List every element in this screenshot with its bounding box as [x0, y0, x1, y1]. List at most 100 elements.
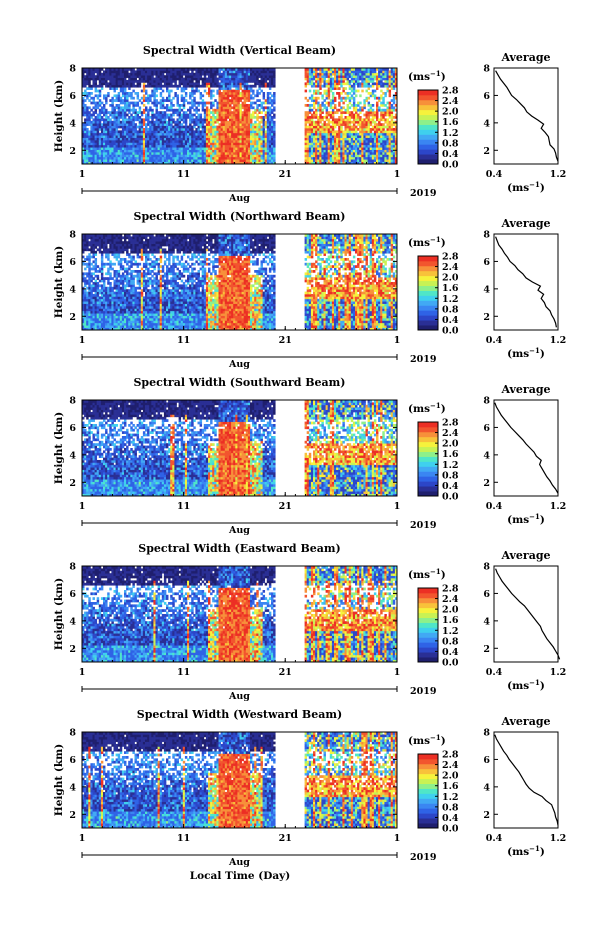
heatmap-cell — [160, 85, 162, 88]
heatmap-cell — [185, 159, 187, 162]
heatmap-cell — [244, 133, 246, 136]
heatmap-cell — [185, 82, 187, 85]
heatmap-cell — [267, 152, 269, 155]
heatmap-cell — [130, 116, 132, 119]
heatmap-cell — [143, 70, 145, 73]
heatmap-cell — [181, 126, 183, 129]
heatmap-cell — [336, 142, 338, 145]
heatmap-cell — [143, 109, 145, 112]
heatmap-cell — [219, 73, 221, 76]
heatmap-cell — [214, 73, 216, 76]
heatmap-cell — [105, 85, 107, 88]
heatmap-cell — [195, 133, 197, 136]
heatmap-cell — [244, 135, 246, 138]
heatmap-cell — [160, 145, 162, 148]
heatmap-cell — [332, 70, 334, 73]
heatmap-cell — [109, 140, 111, 143]
heatmap-cell — [221, 157, 223, 160]
heatmap-cell — [252, 157, 254, 160]
heatmap-cell — [99, 128, 101, 131]
heatmap-cell — [120, 80, 122, 83]
heatmap-cell — [307, 157, 309, 160]
heatmap-cell — [240, 159, 242, 162]
heatmap-cell — [189, 133, 191, 136]
heatmap-cell — [90, 147, 92, 150]
heatmap-cell — [216, 111, 218, 114]
heatmap-cell — [206, 118, 208, 121]
heatmap-cell — [256, 118, 258, 121]
heatmap-cell — [99, 80, 101, 83]
heatmap-cell — [231, 78, 233, 81]
heatmap-cell — [103, 118, 105, 121]
heatmap-cell — [246, 130, 248, 133]
heatmap-cell — [332, 73, 334, 76]
heatmap-cell — [240, 145, 242, 148]
heatmap-cell — [168, 75, 170, 78]
heatmap-cell — [105, 82, 107, 85]
heatmap-cell — [168, 152, 170, 155]
heatmap-cell — [114, 126, 116, 129]
heatmap-cell — [212, 154, 214, 157]
heatmap-cell — [254, 82, 256, 85]
heatmap-cell — [185, 142, 187, 145]
heatmap-cell — [118, 73, 120, 76]
heatmap-cell — [231, 90, 233, 93]
heatmap-cell — [114, 80, 116, 83]
heatmap-cell — [307, 150, 309, 153]
heatmap-cell — [93, 157, 95, 160]
heatmap-cell — [183, 114, 185, 117]
heatmap-cell — [124, 116, 126, 119]
heatmap-cell — [179, 109, 181, 112]
heatmap-cell — [187, 78, 189, 81]
heatmap-cell — [271, 138, 273, 141]
heatmap-cell — [114, 114, 116, 117]
heatmap-cell — [237, 99, 239, 102]
heatmap-cell — [187, 133, 189, 136]
heatmap-cell — [151, 75, 153, 78]
heatmap-cell — [162, 114, 164, 117]
heatmap-cell — [162, 138, 164, 141]
heatmap-cell — [109, 133, 111, 136]
heatmap-cell — [258, 152, 260, 155]
heatmap-cell — [240, 142, 242, 145]
heatmap-cell — [263, 121, 265, 124]
heatmap-cell — [160, 87, 162, 90]
heatmap-cell — [269, 87, 271, 90]
heatmap-cell — [90, 78, 92, 81]
heatmap-cell — [235, 90, 237, 93]
heatmap-cell — [227, 152, 229, 155]
heatmap-cell — [328, 128, 330, 131]
heatmap-cell — [212, 78, 214, 81]
heatmap-cell — [185, 154, 187, 157]
heatmap-cell — [95, 121, 97, 124]
heatmap-cell — [233, 80, 235, 83]
heatmap-cell — [311, 97, 313, 100]
heatmap-cell — [252, 80, 254, 83]
heatmap-cell — [200, 94, 202, 97]
heatmap-cell — [309, 123, 311, 126]
heatmap-cell — [97, 70, 99, 73]
heatmap-cell — [177, 94, 179, 97]
heatmap-cell — [158, 111, 160, 114]
heatmap-cell — [162, 150, 164, 153]
heatmap-cell — [246, 116, 248, 119]
heatmap-cell — [137, 142, 139, 145]
heatmap-cell — [328, 73, 330, 76]
heatmap-cell — [183, 154, 185, 157]
heatmap-cell — [95, 145, 97, 148]
heatmap-cell — [307, 116, 309, 119]
heatmap-cell — [132, 73, 134, 76]
heatmap-cell — [101, 87, 103, 90]
heatmap-cell — [147, 130, 149, 133]
heatmap-cell — [334, 147, 336, 150]
heatmap-cell — [246, 147, 248, 150]
heatmap-cell — [158, 157, 160, 160]
heatmap-cell — [116, 85, 118, 88]
heatmap-cell — [233, 97, 235, 100]
heatmap-cell — [231, 70, 233, 73]
heatmap-cell — [124, 123, 126, 126]
heatmap-cell — [210, 157, 212, 160]
heatmap-cell — [86, 152, 88, 155]
heatmap-cell — [256, 106, 258, 109]
heatmap-cell — [311, 133, 313, 136]
